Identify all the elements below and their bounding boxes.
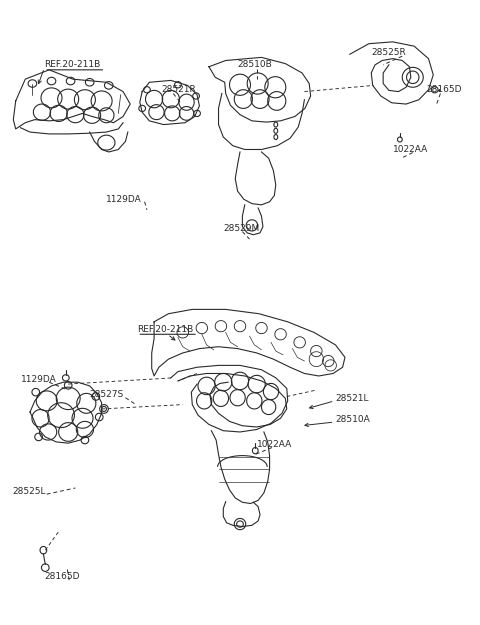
Text: 1129DA: 1129DA <box>21 374 56 384</box>
Text: 1129DA: 1129DA <box>107 195 142 204</box>
Text: 28510B: 28510B <box>238 61 272 69</box>
Text: 28525L: 28525L <box>12 488 46 496</box>
Text: 1022AA: 1022AA <box>257 440 292 449</box>
Text: 28529M: 28529M <box>223 224 260 233</box>
Text: 1022AA: 1022AA <box>393 145 428 154</box>
Text: 28165D: 28165D <box>44 572 80 581</box>
Text: 28521R: 28521R <box>161 85 196 94</box>
Text: 28521L: 28521L <box>336 394 369 403</box>
Text: 28527S: 28527S <box>90 390 124 399</box>
Text: REF.20-211B: REF.20-211B <box>44 61 101 69</box>
Text: 28525R: 28525R <box>371 48 406 57</box>
Text: 28165D: 28165D <box>426 85 462 94</box>
Text: 28510A: 28510A <box>336 415 370 424</box>
Text: REF.20-211B: REF.20-211B <box>137 326 193 334</box>
